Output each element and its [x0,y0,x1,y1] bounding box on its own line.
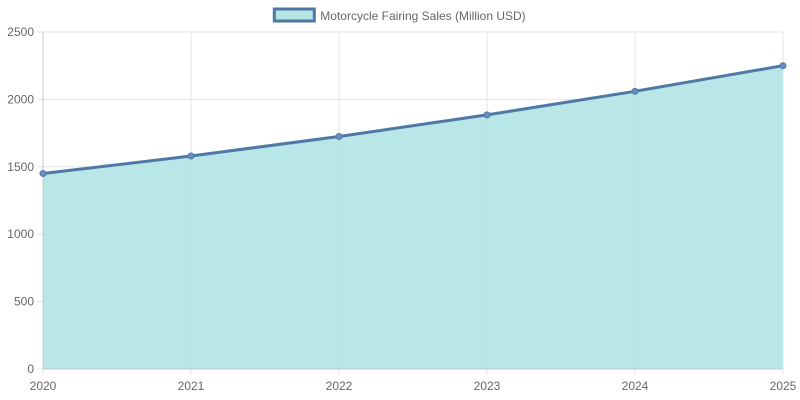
x-tick-label: 2021 [178,379,205,393]
x-tick-label: 2020 [30,379,57,393]
data-point[interactable] [483,111,491,119]
legend-swatch[interactable] [272,7,316,23]
y-tick-label: 2500 [7,25,34,39]
data-point[interactable] [779,62,787,70]
x-tick-label: 2025 [770,379,797,393]
series-line [42,64,784,176]
data-point[interactable] [631,87,639,95]
y-tick-label: 500 [14,295,34,309]
y-tick-label: 2000 [7,92,34,106]
y-tick-label: 1000 [7,227,34,241]
x-tick-label: 2022 [326,379,353,393]
legend-label[interactable]: Motorcycle Fairing Sales (Million USD) [320,9,525,23]
area-layer [43,65,783,369]
area-fill [43,65,783,369]
legend[interactable]: Motorcycle Fairing Sales (Million USD) [272,7,526,23]
x-tick-label: 2024 [622,379,649,393]
axes: 0 500 1000 1500 2000 2500 2020 2021 2022 2023 2024… [7,25,796,393]
y-tick-label: 0 [27,362,34,376]
data-point[interactable] [335,132,343,140]
line-layer [42,64,784,176]
point-layer [39,62,787,178]
x-tick-label: 2023 [474,379,501,393]
data-point[interactable] [39,170,47,178]
y-tick-label: 1500 [7,160,34,174]
data-point[interactable] [187,152,195,160]
